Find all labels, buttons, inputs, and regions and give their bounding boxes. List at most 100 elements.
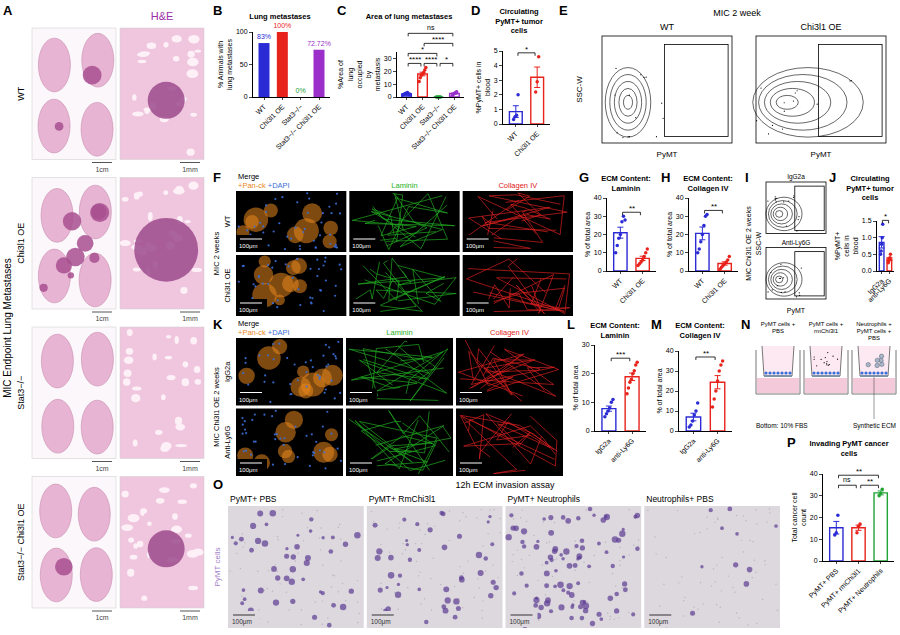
svg-text:MIC Chi3l1 OE 2 weeks: MIC Chi3l1 OE 2 weeks	[212, 367, 221, 447]
svg-text:IgG2a: IgG2a	[866, 277, 885, 296]
svg-text:anti-Ly6G: anti-Ly6G	[866, 277, 893, 304]
svg-text:10: 10	[666, 407, 674, 414]
svg-text:100μm: 100μm	[239, 397, 257, 403]
svg-text:30: 30	[810, 492, 818, 499]
svg-text:WT: WT	[16, 86, 26, 100]
svg-text:1mm: 1mm	[182, 614, 198, 621]
svg-text:Chi3l1 OE: Chi3l1 OE	[258, 103, 286, 131]
svg-text:****: ****	[425, 55, 437, 64]
svg-text:0: 0	[598, 267, 602, 274]
svg-text:1cm: 1cm	[95, 315, 108, 322]
svg-text:100μm: 100μm	[466, 307, 484, 313]
svg-text:Total cancer cellcount: Total cancer cellcount	[791, 492, 807, 543]
svg-text:Anti-Ly6G: Anti-Ly6G	[782, 239, 811, 247]
svg-text:Anti-Ly6G: Anti-Ly6G	[223, 426, 232, 459]
svg-text:0: 0	[814, 557, 818, 564]
svg-text:PyMT+ Neutrophils: PyMT+ Neutrophils	[508, 494, 581, 504]
svg-text:**: **	[856, 467, 862, 476]
svg-text:83%: 83%	[257, 33, 271, 40]
svg-text:40: 40	[666, 347, 674, 354]
svg-text:0: 0	[680, 267, 684, 274]
svg-text:30: 30	[582, 341, 590, 348]
svg-text:12h ECM invasion assay: 12h ECM invasion assay	[455, 480, 555, 490]
svg-text:0%: 0%	[296, 87, 306, 94]
svg-text:4: 4	[494, 62, 498, 69]
svg-text:100μm: 100μm	[459, 467, 477, 473]
svg-text:PyMT cells +: PyMT cells +	[809, 321, 844, 327]
svg-text:Stat3−/− Chi3l1 OE: Stat3−/− Chi3l1 OE	[16, 503, 26, 581]
svg-text:1cm: 1cm	[95, 465, 108, 472]
svg-text:%Area oflungoccupiedbymetastas: %Area oflungoccupiedbymetastasis	[337, 57, 380, 91]
svg-text:****: ****	[432, 35, 444, 44]
svg-text:20: 20	[810, 514, 818, 521]
svg-text:100μm: 100μm	[239, 467, 257, 473]
svg-text:10: 10	[582, 399, 590, 406]
svg-text:PyMT: PyMT	[657, 150, 678, 159]
svg-text:*: *	[525, 45, 528, 54]
svg-text:40: 40	[676, 194, 684, 201]
svg-text:0.5: 0.5	[862, 251, 872, 258]
svg-text:0: 0	[586, 427, 590, 434]
svg-text:1.0: 1.0	[862, 234, 872, 241]
svg-text:Collagen IV: Collagen IV	[498, 181, 537, 190]
svg-text:40: 40	[810, 470, 818, 477]
svg-text:72.72%: 72.72%	[307, 40, 331, 47]
svg-text:% of total area: % of total area	[666, 212, 673, 257]
svg-text:ECM Content:Laminin: ECM Content:Laminin	[590, 321, 640, 340]
svg-text:1mm: 1mm	[182, 166, 198, 173]
svg-text:30: 30	[676, 213, 684, 220]
svg-text:% of total area: % of total area	[572, 365, 579, 410]
svg-text:20: 20	[384, 68, 392, 75]
svg-text:**: **	[703, 349, 709, 358]
svg-text:rmChi3l1: rmChi3l1	[814, 328, 839, 334]
svg-text:MIC 2 weeks: MIC 2 weeks	[212, 232, 221, 276]
svg-text:Stat3−/− Chi3l1 OE: Stat3−/− Chi3l1 OE	[275, 103, 323, 151]
svg-text:Chi3l1 OE: Chi3l1 OE	[513, 130, 541, 158]
svg-text:SSC-W: SSC-W	[575, 76, 584, 103]
svg-text:10: 10	[384, 81, 392, 88]
svg-text:100μm: 100μm	[352, 243, 370, 249]
svg-text:0: 0	[388, 93, 392, 100]
svg-text:100μm: 100μm	[349, 467, 367, 473]
svg-text:30: 30	[594, 213, 602, 220]
svg-text:Neutrophils+ PBS: Neutrophils+ PBS	[646, 494, 714, 504]
svg-text:Chi3l1 OE: Chi3l1 OE	[16, 223, 26, 264]
svg-text:ECM Content:Collagen IV: ECM Content:Collagen IV	[683, 174, 733, 193]
svg-text:SSC-W: SSC-W	[755, 231, 762, 255]
svg-text:Stat3−/−: Stat3−/−	[418, 103, 442, 127]
svg-text:1cm: 1cm	[95, 166, 108, 173]
svg-text:Stat3−/−: Stat3−/−	[16, 376, 26, 410]
svg-text:100μm: 100μm	[459, 397, 477, 403]
svg-text:Stat3−/−: Stat3−/−	[280, 103, 304, 127]
svg-text:0: 0	[244, 93, 248, 100]
svg-text:Invading PyMT cancercells: Invading PyMT cancercells	[809, 439, 888, 458]
svg-text:PyMT+ rmChi3l1: PyMT+ rmChi3l1	[820, 567, 863, 610]
svg-text:IgG2a: IgG2a	[223, 361, 232, 382]
svg-text:ECM Content:Collagen IV: ECM Content:Collagen IV	[675, 321, 725, 340]
svg-text:CirculatingPyMT+ tumorcells: CirculatingPyMT+ tumorcells	[846, 174, 894, 203]
svg-text:Lung metastases: Lung metastases	[249, 12, 310, 21]
svg-text:1cm: 1cm	[95, 614, 108, 621]
svg-text:anti-Ly6G: anti-Ly6G	[695, 437, 722, 464]
svg-text:40: 40	[594, 194, 602, 201]
svg-text:****: ****	[409, 55, 421, 64]
svg-text:1.5: 1.5	[862, 217, 872, 224]
svg-text:20: 20	[666, 387, 674, 394]
svg-text:WT: WT	[660, 22, 674, 32]
svg-text:Stat3−/− Chi3l1 OE: Stat3−/− Chi3l1 OE	[410, 103, 458, 151]
svg-text:3: 3	[494, 77, 498, 84]
svg-text:10: 10	[676, 249, 684, 256]
svg-text:PBS: PBS	[772, 328, 784, 334]
svg-text:%PyMT+ cells inblood: %PyMT+ cells inblood	[475, 61, 491, 113]
svg-text:1mm: 1mm	[182, 465, 198, 472]
svg-text:ns: ns	[427, 24, 435, 31]
svg-text:PyMT+ PBS: PyMT+ PBS	[230, 494, 277, 504]
svg-text:WT: WT	[693, 277, 706, 290]
svg-text:Chi3l1 OE: Chi3l1 OE	[618, 277, 646, 305]
svg-text:Chi3l1 OE: Chi3l1 OE	[398, 103, 426, 131]
svg-text:Collagen IV: Collagen IV	[490, 328, 529, 337]
svg-text:100μm: 100μm	[349, 397, 367, 403]
svg-text:10: 10	[810, 536, 818, 543]
svg-text:10: 10	[594, 249, 602, 256]
svg-text:MIC 2 week: MIC 2 week	[713, 8, 761, 18]
